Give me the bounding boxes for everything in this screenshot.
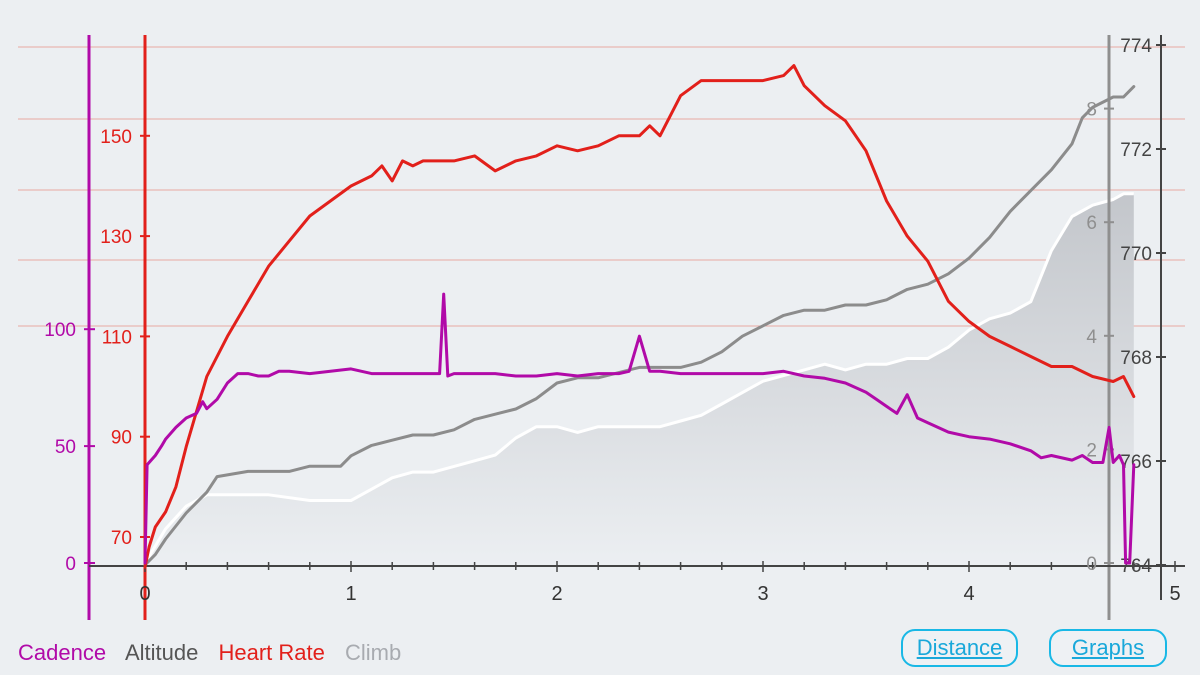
x-tick-label: 5 (1169, 583, 1180, 605)
legend-climb: Climb (345, 640, 402, 665)
altitude-tick-label: 768 (1120, 348, 1152, 369)
heart-rate-line (143, 64, 1136, 569)
altitude-tick-label: 766 (1120, 452, 1152, 473)
legend-heart-rate: Heart Rate (218, 640, 325, 665)
altitude-tick-label: 772 (1120, 140, 1152, 161)
legend-cadence: Cadence (18, 640, 107, 665)
x-tick-label: 4 (963, 583, 974, 605)
climb-tick-label: 0 (1086, 554, 1097, 575)
altitude-tick-label: 774 (1120, 36, 1152, 57)
heart-rate-tick-label: 70 (111, 528, 132, 549)
x-tick-label: 2 (551, 583, 562, 605)
heart-rate-tick-label: 90 (111, 428, 132, 449)
heart-rate-tick-label: 130 (100, 227, 132, 248)
climb-tick-label: 2 (1086, 440, 1097, 461)
cadence-tick-label: 0 (65, 554, 76, 575)
climb-tick-label: 4 (1086, 327, 1097, 348)
climb-tick-label: 6 (1086, 213, 1097, 234)
cadence-line (143, 292, 1136, 565)
graphs-button[interactable]: Graphs (1049, 629, 1167, 667)
distance-button[interactable]: Distance (901, 629, 1018, 667)
x-tick-label: 3 (757, 583, 768, 605)
heart-rate-tick-label: 150 (100, 127, 132, 148)
altitude-tick-label: 770 (1120, 244, 1152, 265)
cadence-tick-label: 100 (44, 320, 76, 341)
x-tick-label: 0 (139, 583, 150, 605)
climb-line (143, 192, 1134, 564)
altitude-line (143, 85, 1136, 567)
legend-altitude: Altitude (124, 640, 199, 665)
cadence-tick-label: 50 (55, 437, 76, 458)
x-tick-label: 1 (345, 583, 356, 605)
climb-area (145, 193, 1134, 567)
heart-rate-tick-label: 110 (102, 327, 132, 348)
chart-legend: Cadence Altitude Heart Rate Climb (18, 640, 415, 666)
